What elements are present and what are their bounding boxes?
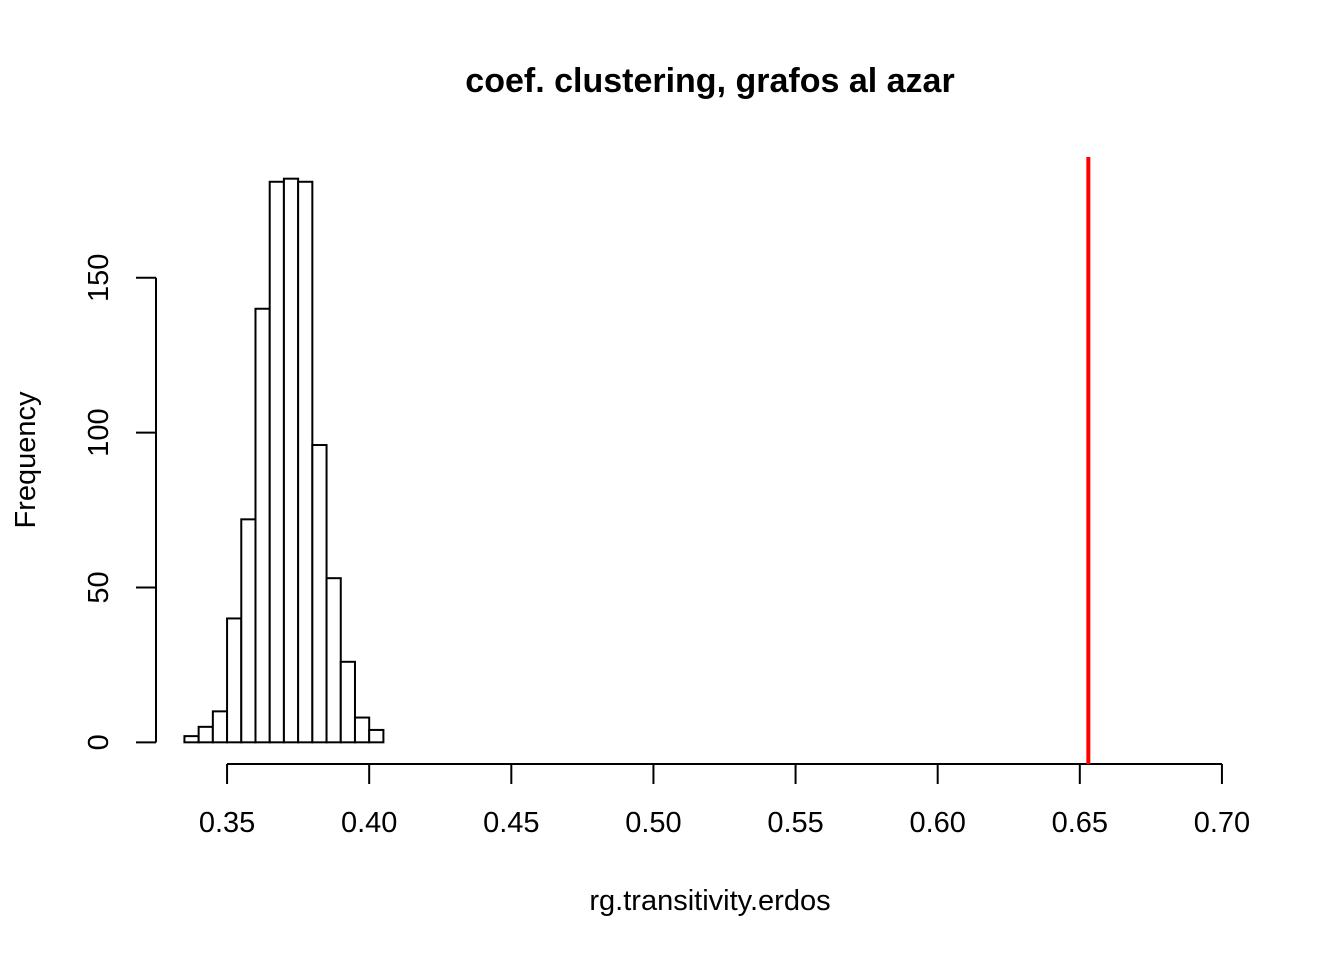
- bar: [211, 710, 229, 744]
- bar: [311, 444, 328, 744]
- bar: [368, 728, 385, 744]
- x-tick-label: 0.35: [199, 807, 255, 839]
- bar: [297, 180, 314, 744]
- bar: [282, 177, 300, 744]
- bar: [183, 735, 200, 744]
- bar: [268, 180, 285, 744]
- chart-title: coef. clustering, grafos al azar: [465, 62, 954, 100]
- bar: [226, 617, 243, 744]
- x-tick-label: 0.70: [1194, 807, 1250, 839]
- y-tick-label: 100: [83, 408, 115, 456]
- x-axis-label: rg.transitivity.erdos: [589, 885, 830, 917]
- x-tick-label: 0.40: [341, 807, 397, 839]
- bar: [240, 518, 257, 744]
- y-tick-label: 150: [83, 254, 115, 302]
- bar: [353, 716, 371, 744]
- bar: [254, 307, 271, 744]
- bar: [325, 577, 342, 744]
- y-tick-label: 0: [83, 734, 115, 750]
- y-tick-label: 50: [83, 571, 115, 603]
- x-tick-label: 0.60: [909, 807, 965, 839]
- bar: [339, 660, 356, 744]
- x-tick-label: 0.50: [625, 807, 681, 839]
- bar: [197, 725, 214, 744]
- x-tick-label: 0.55: [767, 807, 823, 839]
- x-tick-label: 0.45: [483, 807, 539, 839]
- y-axis-label: Frequency: [10, 391, 42, 529]
- x-tick-label: 0.65: [1052, 807, 1108, 839]
